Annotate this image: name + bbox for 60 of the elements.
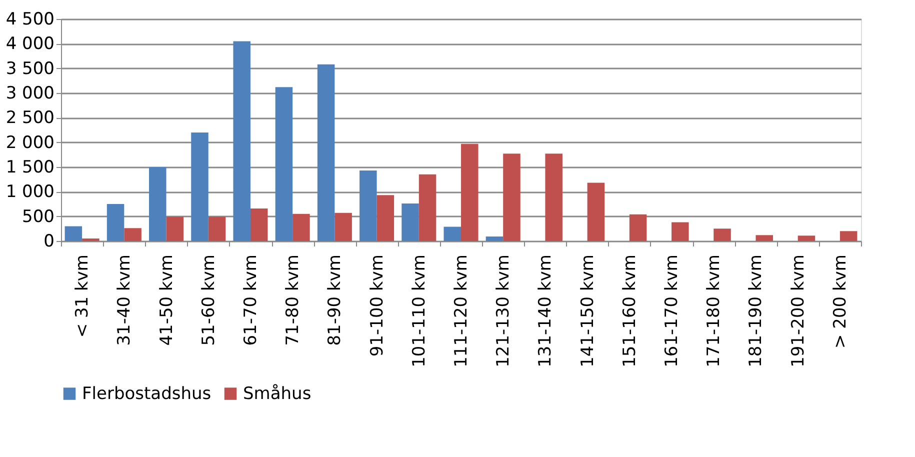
bar <box>629 214 647 241</box>
y-tick-label: 3 500 <box>6 58 54 79</box>
x-tick-label: 141-150 kvm <box>578 254 598 368</box>
bar <box>756 235 773 241</box>
bar <box>444 226 461 241</box>
y-tick-label: 2 500 <box>6 108 54 128</box>
bar <box>672 222 689 241</box>
x-tick-label: 111-120 kvm <box>452 254 472 368</box>
bar <box>714 228 731 241</box>
legend-label: Småhus <box>243 384 312 404</box>
x-tick-label: 101-110 kvm <box>409 254 430 368</box>
bar <box>360 170 377 241</box>
x-tick-label: 51-60 kvm <box>198 254 219 346</box>
bar <box>545 154 562 241</box>
bar <box>292 214 310 241</box>
y-tick-label: 1 500 <box>6 158 54 178</box>
bar <box>486 236 504 241</box>
bar <box>587 182 605 241</box>
bar <box>275 87 293 241</box>
bar <box>233 41 250 241</box>
y-tick-label: 1 000 <box>6 182 54 202</box>
y-tick-label: 4 000 <box>6 34 54 54</box>
bar <box>317 64 335 241</box>
bar <box>166 216 184 241</box>
x-tick-label: 191-200 kvm <box>788 254 808 368</box>
x-tick-label: 61-70 kvm <box>240 254 261 346</box>
x-tick-label: 171-180 kvm <box>704 254 724 368</box>
bar <box>840 231 858 241</box>
x-tick-label: < 31 kvm <box>72 254 93 338</box>
bar <box>124 228 142 241</box>
y-tick-label: 3 000 <box>6 84 54 104</box>
x-tick-label: 81-90 kvm <box>325 254 346 346</box>
x-tick-label: 161-170 kvm <box>662 254 682 368</box>
y-tick-label: 2 000 <box>6 132 54 153</box>
bar <box>503 154 520 241</box>
y-tick-label: 0 <box>44 232 54 252</box>
x-tick-label: 41-50 kvm <box>156 254 177 346</box>
bar <box>461 144 478 241</box>
bar <box>376 195 394 241</box>
bar <box>402 204 419 241</box>
bar <box>250 208 268 241</box>
bar <box>418 174 436 241</box>
x-tick-label: 71-80 kvm <box>283 254 304 346</box>
y-tick-label: 500 <box>22 206 54 227</box>
x-tick-label: 151-160 kvm <box>620 254 640 368</box>
x-tick-label: > 200 kvm <box>830 254 850 348</box>
bar <box>64 226 82 241</box>
x-tick-label: 131-140 kvm <box>536 254 556 368</box>
y-tick-label: 4 500 <box>6 10 54 30</box>
bar <box>334 212 352 241</box>
x-tick-label: 121-130 kvm <box>494 254 514 368</box>
bar <box>149 167 166 241</box>
bar <box>208 216 226 241</box>
bar <box>798 236 816 241</box>
bar <box>191 132 208 241</box>
x-tick-label: 91-100 kvm <box>367 254 388 357</box>
legend-label: Flerbostadshus <box>82 384 212 404</box>
x-tick-label: 31-40 kvm <box>114 254 135 346</box>
bar <box>106 204 124 241</box>
x-tick-label: 181-190 kvm <box>746 254 766 368</box>
